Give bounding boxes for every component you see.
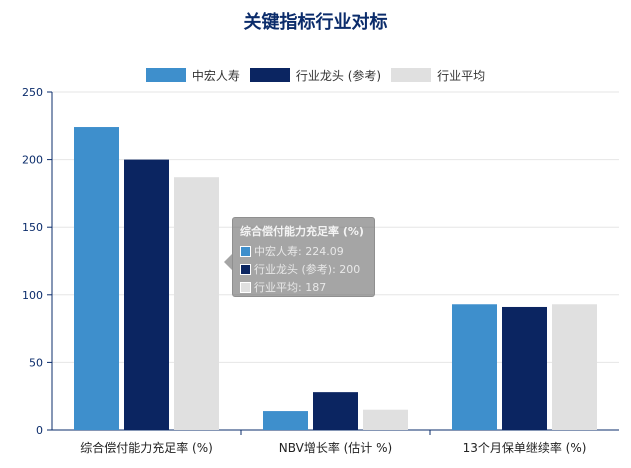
bar [363, 409, 408, 430]
bar [124, 159, 169, 430]
y-tick-label: 0 [36, 424, 43, 437]
tooltip-caret [224, 254, 232, 270]
y-tick-label: 50 [29, 356, 43, 369]
tooltip-row: 中宏人寿: 224.09 [240, 243, 344, 259]
y-tick-label: 250 [22, 86, 43, 99]
bar [313, 392, 358, 430]
legend-item-series-2[interactable]: 行业龙头 (参考) [249, 67, 382, 84]
tooltip-row-text: 行业平均: 187 [254, 281, 327, 294]
bar [174, 177, 219, 430]
bar [452, 304, 497, 430]
tooltip-title: 综合偿付能力充足率 (%) [240, 225, 364, 238]
x-tick-label: NBV增长率 (估计 %) [279, 440, 392, 455]
tooltip-swatch [240, 263, 251, 275]
legend-label: 行业龙头 (参考) [295, 68, 382, 83]
tooltip-row: 行业平均: 187 [240, 279, 326, 295]
chart-legend: 中宏人寿 行业龙头 (参考) 行业平均 [0, 66, 631, 84]
legend-label: 中宏人寿 [191, 68, 240, 83]
tooltip-row: 行业龙头 (参考): 200 [240, 261, 360, 277]
tooltip-row-text: 行业龙头 (参考): 200 [254, 263, 361, 276]
legend-label: 行业平均 [437, 68, 486, 83]
legend-item-series-3[interactable]: 行业平均 [391, 67, 485, 84]
tooltip-swatch [240, 245, 251, 257]
x-tick-label: 综合偿付能力充足率 (%) [80, 440, 213, 455]
chart-tooltip: 综合偿付能力充足率 (%) 中宏人寿: 224.09 行业龙头 (参考): 20… [232, 217, 375, 297]
bar [502, 306, 547, 430]
chart-title: 关键指标行业对标 [243, 12, 388, 33]
x-tick-label: 13个月保单继续率 (%) [463, 440, 587, 455]
legend-swatch [145, 68, 186, 82]
bar [263, 411, 308, 430]
y-tick-label: 100 [22, 289, 43, 302]
tooltip-row-text: 中宏人寿: 224.09 [254, 245, 344, 258]
legend-item-series-1[interactable]: 中宏人寿 [145, 67, 240, 84]
y-tick-label: 200 [22, 154, 43, 167]
legend-swatch [249, 68, 290, 82]
y-tick-label: 150 [22, 221, 43, 234]
bar [552, 304, 597, 430]
bar [74, 127, 119, 430]
tooltip-swatch [240, 281, 251, 293]
legend-swatch [391, 68, 432, 82]
